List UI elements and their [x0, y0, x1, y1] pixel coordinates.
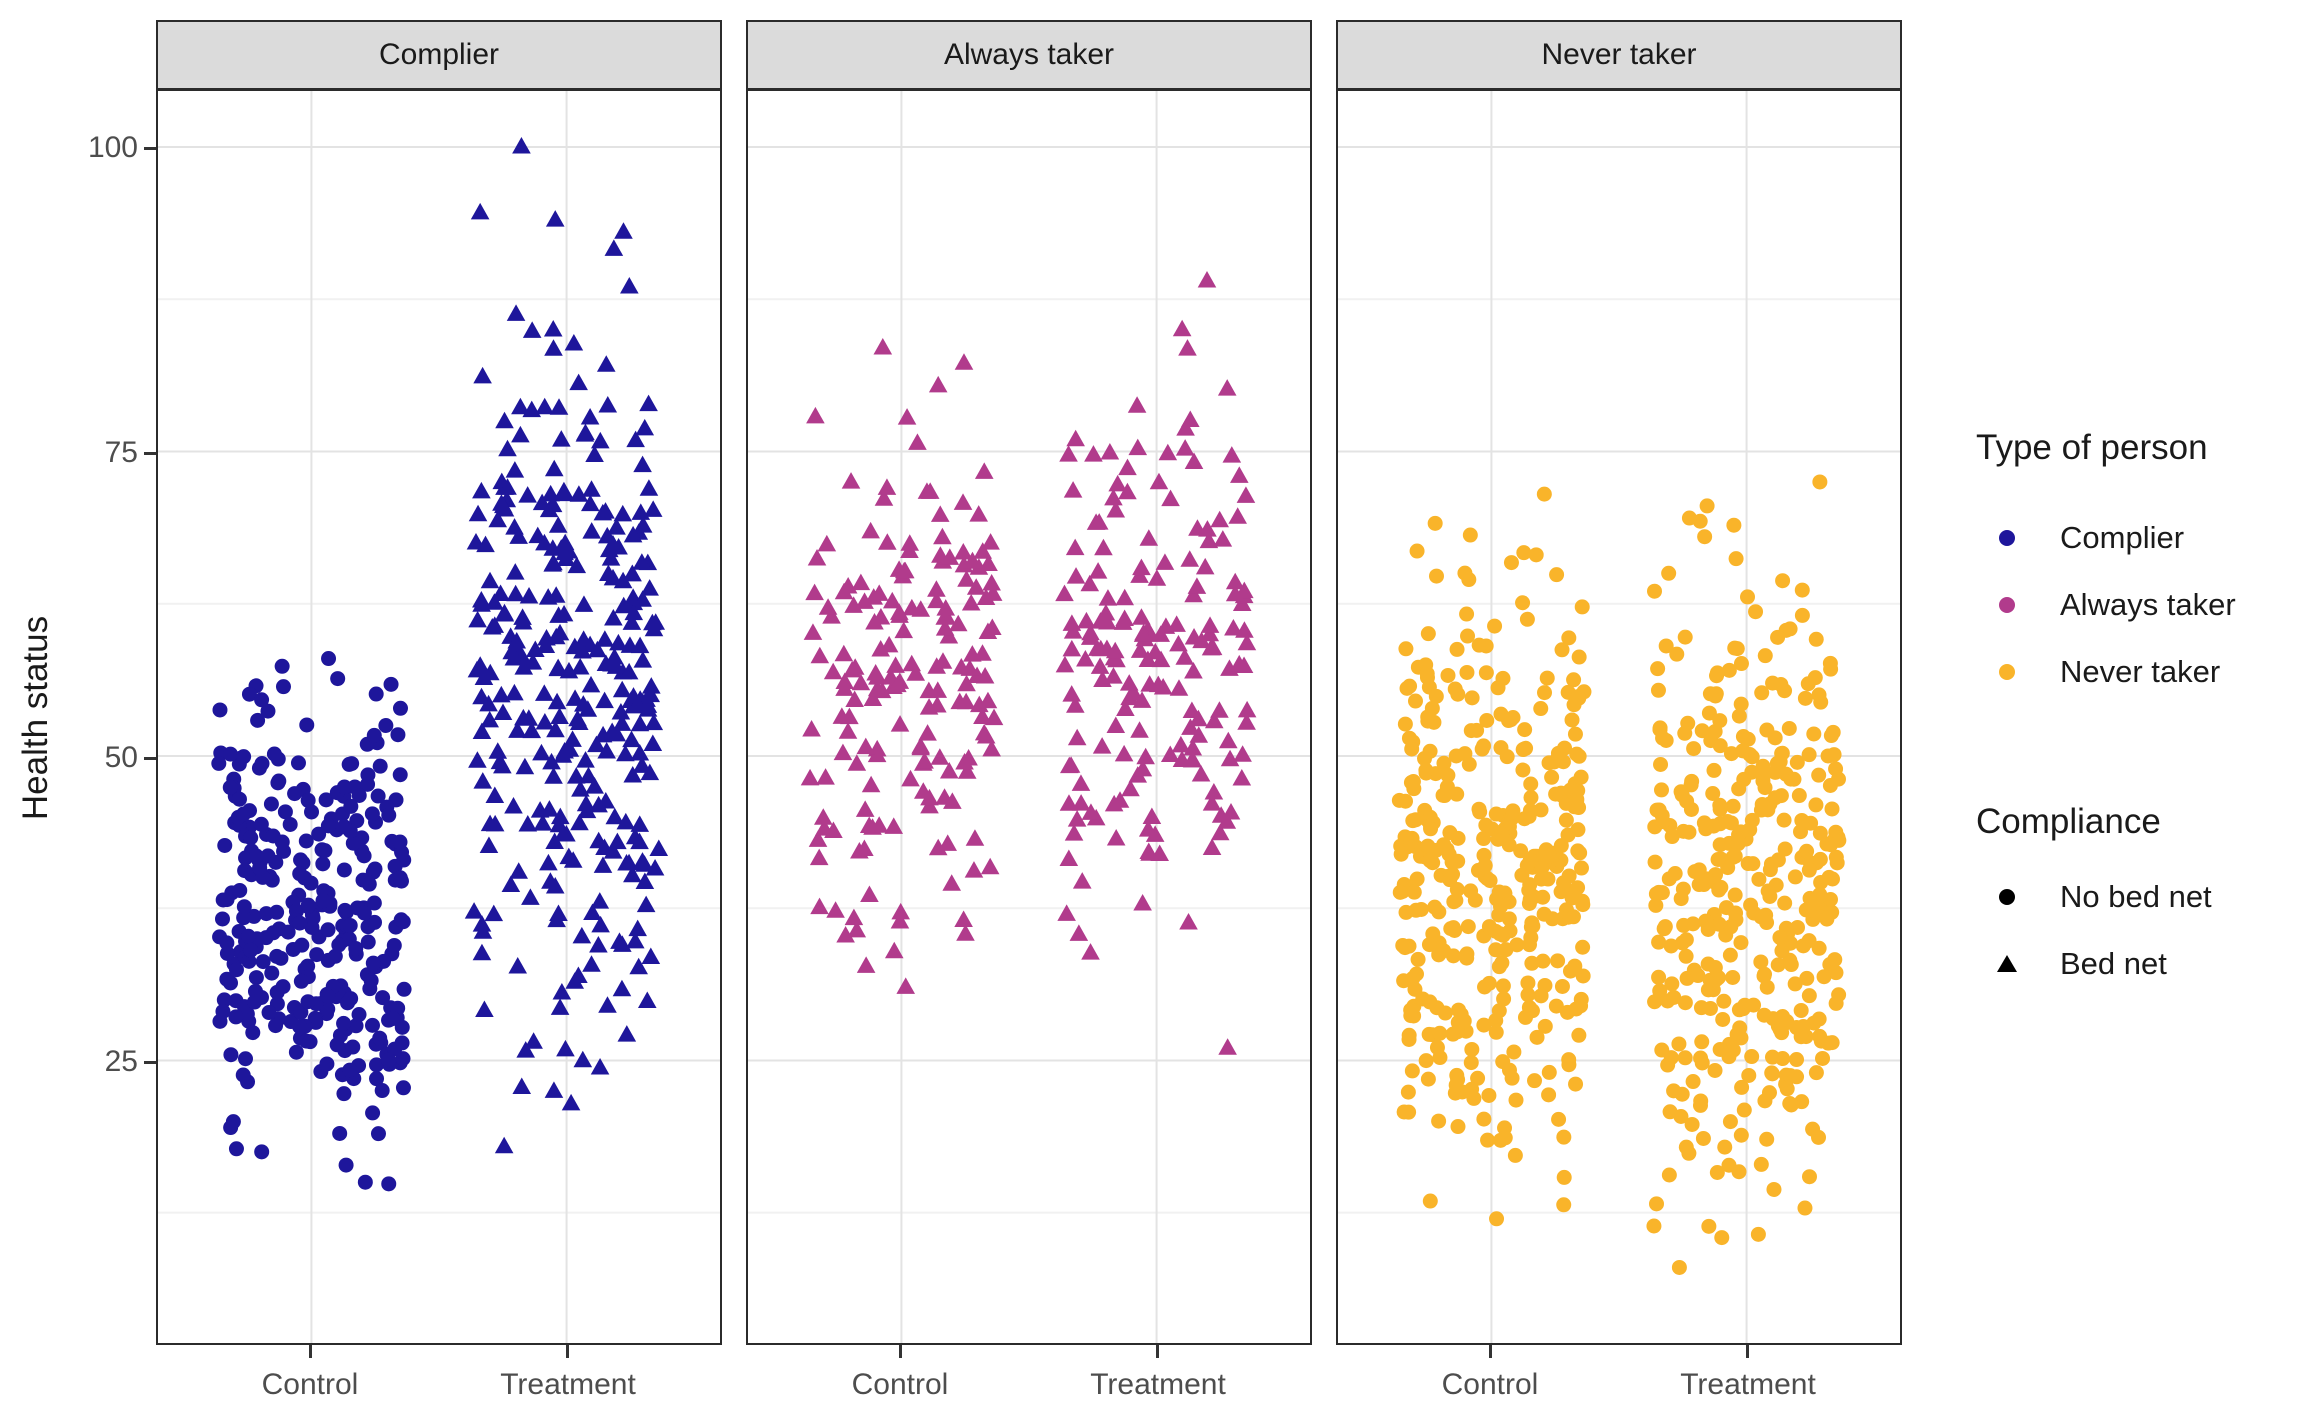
legend-item-label: No bed net	[2060, 878, 2212, 914]
legend-item-never-taker: Never taker	[1976, 638, 2302, 705]
y-tick-mark	[144, 1061, 156, 1064]
circle-shape-icon	[1992, 882, 2022, 912]
x-tick-mark	[1156, 1345, 1159, 1358]
legend-item-complier: Complier	[1976, 504, 2302, 571]
x-tick-label-control: Control	[1441, 1368, 1539, 1401]
y-tick-mark	[144, 147, 156, 150]
legend-person-items: Complier Always taker Never taker	[1976, 504, 2302, 705]
x-tick-mark	[899, 1345, 902, 1358]
legend-title-type-of-person: Type of person	[1976, 428, 2208, 467]
facet-panel	[1336, 88, 1902, 1345]
complier-swatch-icon	[1992, 523, 2022, 553]
always-taker-swatch-icon	[1992, 590, 2022, 620]
facet-panel	[156, 88, 722, 1345]
facet-complier: Complier Control Treatment	[156, 20, 722, 1420]
x-tick-label-control: Control	[851, 1368, 949, 1401]
facet-strip-label: Always taker	[943, 38, 1115, 71]
facet-always-taker: Always taker Control Treatment	[746, 20, 1312, 1420]
legend: Type of person Complier Always taker Nev…	[1976, 428, 2302, 997]
x-tick-mark	[566, 1345, 569, 1358]
legend-item-label: Bed net	[2060, 945, 2167, 981]
facet-strip: Never taker	[1336, 20, 1902, 88]
y-tick-mark	[144, 452, 156, 455]
y-axis-title: Health status	[16, 615, 55, 821]
facet-strip-label: Complier	[378, 38, 500, 71]
facet-panel-canvas	[158, 91, 720, 1343]
facet-panel-canvas	[1338, 91, 1900, 1343]
facet-never-taker: Never taker Control Treatment	[1336, 20, 1902, 1420]
x-tick-label-treatment: Treatment	[500, 1368, 636, 1401]
y-tick-label-100: 100	[87, 131, 138, 164]
legend-item-always-taker: Always taker	[1976, 571, 2302, 638]
legend-item-label: Always taker	[2060, 586, 2236, 622]
y-tick-label-75: 75	[104, 436, 138, 469]
x-tick-label-treatment: Treatment	[1090, 1368, 1226, 1401]
legend-item-label: Complier	[2060, 519, 2185, 555]
legend-item-bed-net: Bed net	[1976, 930, 2302, 997]
legend-item-no-bed-net: No bed net	[1976, 863, 2302, 930]
y-tick-label-50: 50	[104, 741, 138, 774]
facet-panel-canvas	[748, 91, 1310, 1343]
facet-panel	[746, 88, 1312, 1345]
y-tick-label-25: 25	[104, 1045, 138, 1078]
x-tick-mark	[1489, 1345, 1492, 1358]
legend-item-label: Never taker	[2060, 653, 2221, 689]
x-tick-label-control: Control	[261, 1368, 359, 1401]
legend-compliance-items: No bed net Bed net	[1976, 863, 2302, 997]
x-tick-label-treatment: Treatment	[1680, 1368, 1816, 1401]
facet-strip: Always taker	[746, 20, 1312, 88]
legend-title-compliance: Compliance	[1976, 802, 2161, 841]
never-taker-swatch-icon	[1992, 657, 2022, 687]
x-tick-mark	[309, 1345, 312, 1358]
x-tick-mark	[1746, 1345, 1749, 1358]
facet-strip: Complier	[156, 20, 722, 88]
y-tick-mark	[144, 757, 156, 760]
facet-strip-label: Never taker	[1541, 38, 1697, 71]
triangle-shape-icon	[1992, 949, 2022, 979]
